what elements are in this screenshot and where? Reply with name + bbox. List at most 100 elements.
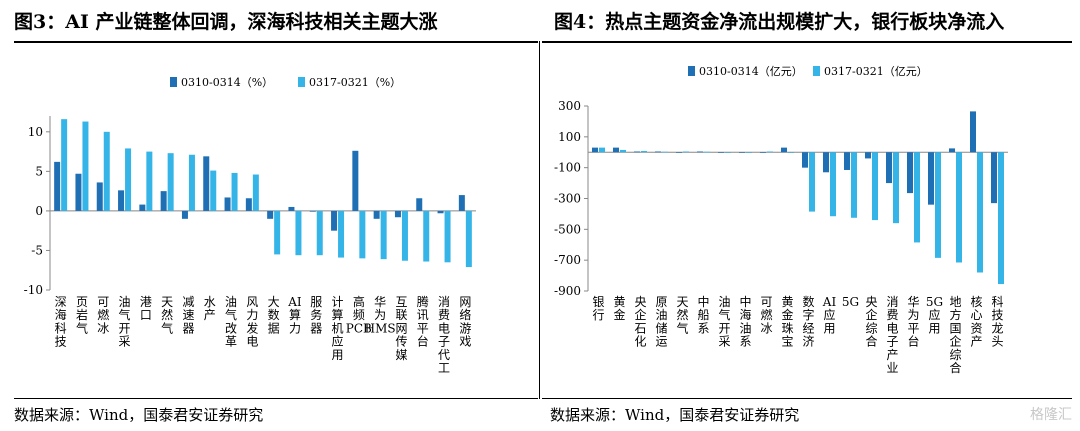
right-category-label: 华为平台	[907, 295, 919, 349]
right-category-label: 可燃冰	[760, 295, 772, 335]
right-y-tick-label: -900	[554, 284, 581, 298]
right-bar-s2-6	[725, 152, 731, 153]
left-bar-s1-12	[309, 210, 316, 212]
left-legend-label-1: 0310-0314（%）	[181, 76, 273, 89]
left-bar-s2-3	[125, 148, 132, 211]
left-category-label: 腾讯平台	[417, 294, 429, 349]
left-category-label: 网络游戏	[459, 295, 471, 349]
right-bar-s2-11	[830, 152, 836, 217]
left-y-tick-label: 10	[28, 125, 43, 139]
left-bar-s2-8	[231, 172, 238, 211]
right-bar-s2-2	[641, 151, 647, 153]
right-category-label: 数字经济	[802, 294, 814, 349]
right-y-tick-label: -100	[554, 161, 581, 175]
right-legend-swatch-2	[813, 66, 820, 76]
left-bar-s1-1	[75, 173, 82, 211]
left-category-label: 华为 HMS	[365, 295, 396, 335]
left-bar-s2-10	[274, 210, 281, 255]
left-bar-s1-15	[373, 210, 380, 219]
left-y-tick-label: 5	[35, 164, 43, 178]
right-bar-s2-18	[977, 152, 983, 273]
right-bar-s2-5	[704, 151, 710, 153]
right-bar-s1-4	[676, 152, 682, 153]
left-bar-s2-16	[401, 210, 408, 261]
left-category-label: 风力发电	[246, 295, 258, 349]
left-bar-s1-8	[224, 197, 231, 211]
right-y-tick-label: 100	[558, 130, 581, 144]
left-bar-s1-7	[203, 156, 210, 211]
right-y-tick-label: 300	[558, 99, 581, 113]
left-bar-s1-6	[181, 210, 188, 219]
right-bar-s2-9	[788, 152, 794, 153]
left-category-label: 天然气	[161, 295, 173, 335]
right-bar-s1-12	[844, 152, 850, 170]
right-bar-s2-19	[998, 152, 1004, 285]
right-category-label: 央企石化	[634, 295, 646, 349]
left-bar-s2-7	[210, 170, 217, 211]
left-figure-title: 图3：AI 产业链整体回调，深海科技相关主题大涨	[14, 11, 438, 33]
right-bar-s2-10	[809, 152, 815, 212]
left-bar-s2-14	[359, 210, 366, 259]
right-bar-s1-3	[655, 151, 661, 153]
left-category-label: 高频 PCB	[346, 294, 372, 335]
left-bar-s2-19	[465, 210, 472, 268]
left-top-rule	[14, 41, 538, 43]
right-category-label: 中海油系	[739, 294, 751, 349]
left-bar-s2-12	[316, 210, 323, 256]
right-bar-s2-14	[893, 152, 899, 224]
left-bar-s2-6	[188, 154, 195, 211]
right-category-label: 核心资产	[970, 295, 982, 349]
right-bar-s1-5	[697, 151, 703, 153]
left-bar-s1-9	[245, 198, 252, 211]
right-bar-s1-19	[991, 152, 997, 204]
left-category-label: 计算机应用	[332, 295, 344, 362]
left-bar-s2-18	[444, 210, 451, 263]
left-category-label: 减速器	[182, 295, 194, 335]
left-legend-swatch-1	[170, 77, 177, 87]
left-bar-s2-0	[61, 119, 68, 211]
left-category-label: 港口	[140, 295, 152, 322]
left-bar-s2-4	[146, 151, 153, 211]
right-bottom-rule	[542, 398, 1072, 399]
left-bar-s1-4	[139, 204, 146, 211]
right-bar-s1-11	[823, 152, 829, 173]
left-bar-s2-11	[295, 210, 302, 256]
watermark-logo: 格隆汇	[1030, 407, 1072, 423]
right-bar-s2-12	[851, 152, 857, 218]
right-bar-s2-0	[599, 147, 605, 153]
left-legend-swatch-2	[298, 77, 305, 87]
left-category-label: 大数据	[268, 295, 280, 335]
left-bar-s1-17	[416, 198, 423, 211]
left-bar-s1-14	[352, 150, 359, 211]
right-bar-s1-2	[634, 151, 640, 153]
right-y-tick-label: -500	[554, 222, 581, 236]
left-bottom-rule	[14, 398, 538, 399]
left-panel: 图3：AI 产业链整体回调，深海科技相关主题大涨 0310-0314（%） 031…	[14, 11, 538, 424]
left-category-label: AI 算力	[287, 295, 302, 335]
left-category-label: 消费电子代工	[438, 295, 450, 375]
right-category-label: 油气开采	[718, 295, 730, 349]
right-y-tick-label: -300	[554, 192, 581, 206]
right-legend-swatch-1	[688, 66, 695, 76]
right-category-label: 原油储运	[655, 295, 667, 349]
left-category-label: 服务器	[310, 295, 322, 335]
left-category-label: 深海科技	[55, 295, 67, 349]
right-category-label: AI 应用	[822, 295, 837, 335]
right-bar-s1-10	[802, 152, 808, 168]
left-category-label: 可燃冰	[97, 295, 109, 335]
right-bar-s2-7	[746, 152, 752, 153]
right-bar-s1-15	[907, 152, 913, 194]
right-category-label: 银行	[592, 295, 604, 322]
right-bar-s2-3	[662, 151, 668, 153]
right-bar-s2-15	[914, 152, 920, 243]
left-legend-label-2: 0317-0321（%）	[309, 76, 401, 89]
right-bar-s2-16	[935, 152, 941, 258]
right-bar-s1-6	[718, 152, 724, 153]
left-bar-s1-0	[54, 161, 61, 211]
left-y-tick-label: -5	[31, 243, 43, 257]
right-bar-s1-0	[592, 147, 598, 153]
right-bar-s1-1	[613, 147, 619, 153]
right-bar-s1-8	[760, 152, 766, 153]
right-bar-s1-13	[865, 152, 871, 159]
right-category-label: 中船系	[697, 294, 709, 335]
